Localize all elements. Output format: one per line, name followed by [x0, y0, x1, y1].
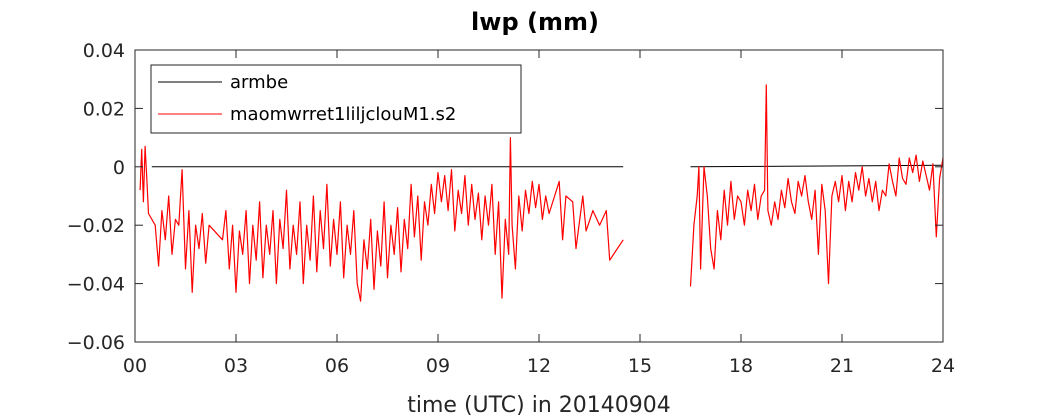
- y-tick-label: −0.06: [67, 332, 125, 354]
- x-tick-label: 00: [123, 355, 147, 377]
- legend: armbe maomwrret1liljclouM1.s2: [150, 64, 522, 134]
- x-tick-label: 09: [426, 355, 450, 377]
- y-tick-label: 0.04: [83, 40, 125, 62]
- x-tick-label: 24: [931, 355, 955, 377]
- legend-box: [150, 64, 522, 134]
- x-tick-label: 15: [628, 355, 652, 377]
- x-axis: 00 03 06 09 12 15 18 21 24: [123, 50, 955, 377]
- y-tick-label: 0: [113, 157, 125, 179]
- plot-area: [139, 84, 944, 302]
- chart-title: lwp (mm): [471, 8, 599, 36]
- x-tick-label: 18: [729, 355, 753, 377]
- x-tick-label: 21: [830, 355, 854, 377]
- legend-label-maomwrret: maomwrret1liljclouM1.s2: [230, 104, 456, 125]
- y-tick-label: 0.02: [83, 98, 125, 120]
- legend-label-armbe: armbe: [230, 72, 288, 93]
- x-tick-label: 03: [224, 355, 248, 377]
- series-line-maomwrret: [689, 84, 944, 287]
- x-tick-label: 06: [325, 355, 349, 377]
- series-line-armbe: [690, 164, 944, 168]
- y-tick-label: −0.02: [67, 215, 125, 237]
- x-axis-label: time (UTC) in 20140904: [407, 393, 671, 417]
- y-tick-label: −0.04: [67, 274, 125, 296]
- x-tick-label: 12: [527, 355, 551, 377]
- series-line-maomwrret: [139, 137, 624, 302]
- y-axis: −0.06 −0.04 −0.02 0 0.02 0.04: [67, 40, 943, 354]
